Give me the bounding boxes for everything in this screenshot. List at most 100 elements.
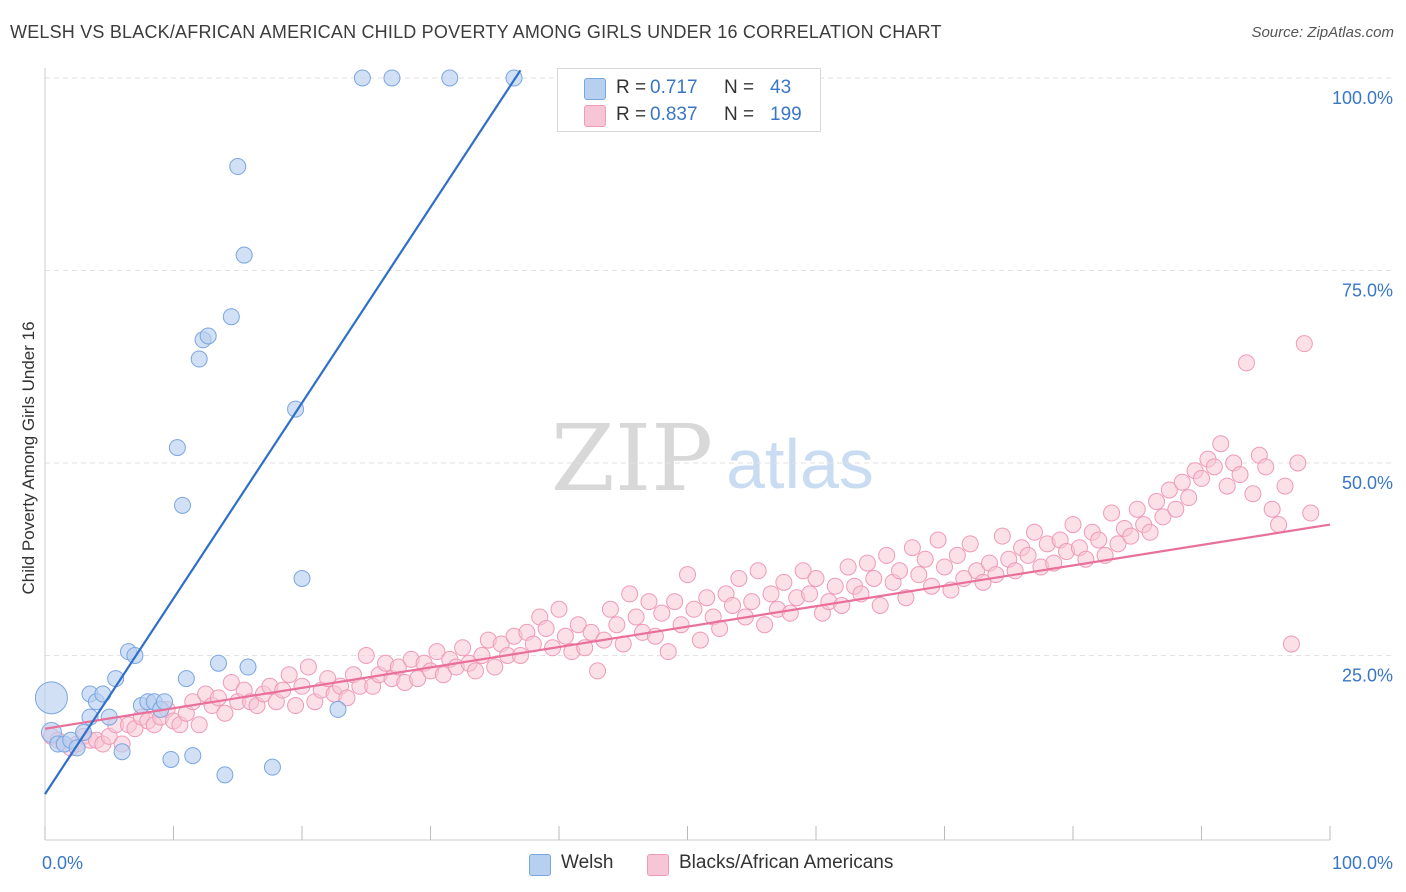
data-point-black xyxy=(287,697,305,715)
data-point-welsh xyxy=(263,758,281,776)
data-point-welsh xyxy=(162,750,180,768)
r-label: R = xyxy=(616,104,647,125)
x-tick-label: 0.0% xyxy=(42,853,83,873)
data-point-black xyxy=(1148,493,1166,510)
data-point-black xyxy=(878,546,896,564)
data-point-welsh xyxy=(184,747,202,765)
data-point-black xyxy=(1154,508,1172,526)
data-point-black xyxy=(569,616,587,634)
data-point-black xyxy=(1173,473,1191,491)
data-point-black xyxy=(987,566,1005,584)
data-point-welsh xyxy=(34,681,68,715)
data-point-black xyxy=(993,527,1011,545)
chart-title: WELSH VS BLACK/AFRICAN AMERICAN CHILD PO… xyxy=(10,22,942,42)
data-point-black xyxy=(299,658,317,676)
data-point-black xyxy=(466,662,484,680)
data-point-black xyxy=(511,647,529,664)
data-point-black xyxy=(621,585,639,603)
data-point-black xyxy=(916,550,934,568)
data-point-black xyxy=(910,566,928,584)
data-point-black xyxy=(807,570,825,587)
data-point-black xyxy=(1167,500,1185,518)
data-point-black xyxy=(756,616,774,634)
data-point-black xyxy=(801,585,819,603)
data-point-welsh xyxy=(293,570,311,587)
r-label: R = xyxy=(616,77,647,98)
x-tick-label: 100.0% xyxy=(1332,853,1393,873)
data-point-black xyxy=(698,589,716,607)
data-point-black xyxy=(1212,435,1230,453)
data-point-black xyxy=(929,531,947,549)
black-swatch xyxy=(584,105,606,127)
y-tick-label: 75.0% xyxy=(1342,281,1393,301)
data-point-black xyxy=(858,554,876,572)
data-point-black xyxy=(1160,481,1178,499)
n-value: 199 xyxy=(770,104,802,125)
legend-label: Blacks/African Americans xyxy=(679,852,894,873)
data-point-black xyxy=(582,623,600,641)
welsh-swatch xyxy=(529,854,551,876)
data-point-black xyxy=(1025,523,1043,541)
data-point-black xyxy=(653,604,671,622)
data-point-black xyxy=(1122,527,1140,545)
data-point-black xyxy=(762,585,780,603)
data-point-black xyxy=(209,689,227,707)
data-point-black xyxy=(1128,500,1146,518)
data-point-black xyxy=(839,558,857,576)
data-point-black xyxy=(1141,523,1159,541)
data-point-black xyxy=(833,596,851,614)
data-point-black xyxy=(1193,469,1210,487)
data-point-black xyxy=(1019,546,1037,564)
data-point-black xyxy=(1302,504,1320,522)
data-point-welsh xyxy=(94,685,112,703)
y-tick-label: 25.0% xyxy=(1342,666,1393,686)
data-point-black xyxy=(589,662,607,680)
data-point-black xyxy=(1109,535,1127,553)
legend-row-black: R = 0.837 N = 199 xyxy=(558,102,820,128)
data-point-welsh xyxy=(329,700,347,718)
data-point-black xyxy=(1218,477,1236,495)
data-point-black xyxy=(897,589,915,607)
data-point-black xyxy=(865,570,883,587)
data-point-black xyxy=(672,616,690,634)
y-tick-label: 100.0% xyxy=(1332,88,1393,108)
data-point-black xyxy=(1282,635,1300,653)
data-point-welsh xyxy=(173,496,191,514)
legend-label: Welsh xyxy=(561,852,614,873)
legend-row-welsh: R = 0.717 N = 43 xyxy=(558,75,820,101)
stats-legend: R = 0.717 N = 43 R = 0.837 N = 199 xyxy=(557,68,821,132)
data-point-black xyxy=(486,658,504,676)
data-point-black xyxy=(1205,458,1223,476)
data-point-black xyxy=(1289,454,1307,472)
data-point-black xyxy=(730,570,748,587)
data-point-black xyxy=(794,562,812,580)
data-point-welsh xyxy=(239,658,257,676)
data-point-black xyxy=(723,596,741,614)
data-point-black xyxy=(948,546,966,564)
data-point-black xyxy=(749,562,767,580)
data-point-black xyxy=(1231,466,1249,484)
data-point-black xyxy=(775,573,793,591)
data-point-welsh xyxy=(168,439,186,457)
data-point-black xyxy=(601,600,619,618)
data-point-welsh xyxy=(229,158,247,176)
data-point-black xyxy=(961,535,979,553)
data-point-black xyxy=(781,604,799,622)
data-point-black xyxy=(1263,500,1281,518)
data-point-black xyxy=(537,620,555,638)
watermark-zip: ZIP xyxy=(551,405,713,512)
data-point-black xyxy=(222,673,240,691)
black-swatch xyxy=(647,854,669,876)
data-point-black xyxy=(550,600,568,618)
data-point-welsh xyxy=(441,69,459,87)
data-point-black xyxy=(1103,504,1121,522)
data-point-black xyxy=(640,593,658,611)
data-point-black xyxy=(891,562,909,580)
data-point-welsh xyxy=(383,69,401,87)
data-point-black xyxy=(627,608,645,626)
data-point-welsh xyxy=(199,327,217,345)
trend-line-black xyxy=(44,523,1331,730)
data-point-welsh xyxy=(235,246,253,264)
data-point-black xyxy=(1180,489,1198,507)
trend-line-welsh xyxy=(44,69,522,795)
